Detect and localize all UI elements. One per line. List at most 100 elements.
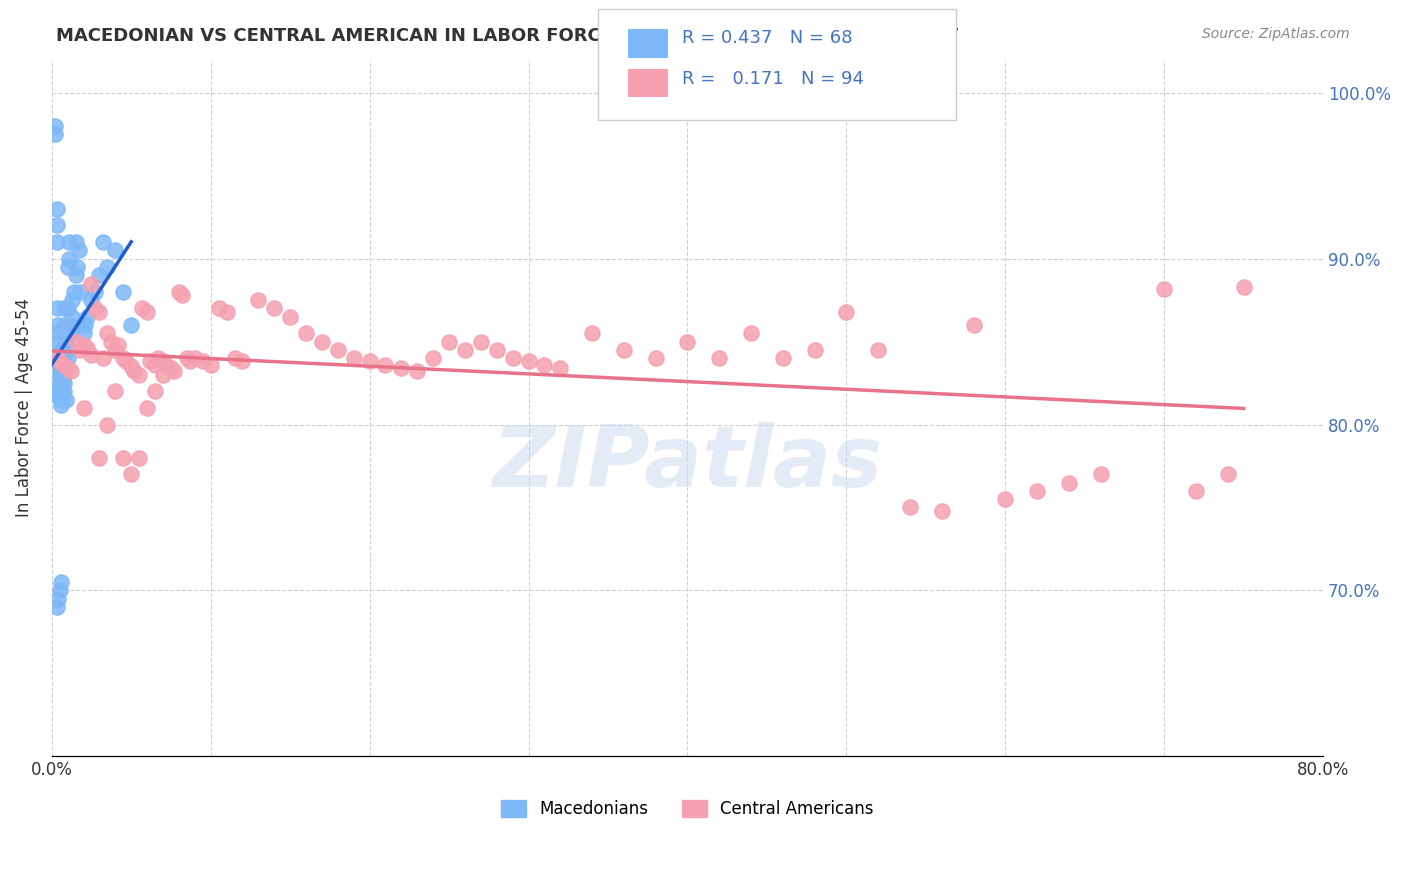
Point [59,326,82,341]
Point [179,354,201,368]
Point [136,304,159,318]
Point [160,361,183,376]
Point [67,244,90,258]
Point [931,504,953,518]
Point [128,450,150,465]
Point [115,354,138,368]
Point [136,401,159,415]
Point [962,318,984,332]
Point [581,326,603,341]
Point [76,341,98,355]
Point [120,467,142,482]
Point [1090,467,1112,482]
Point [406,364,429,378]
Point [51,387,73,401]
Point [517,354,540,368]
Point [803,343,825,357]
Point [53,376,76,390]
Point [65,268,87,283]
Point [224,351,246,366]
Point [176,351,198,366]
Point [56,301,79,316]
Point [485,343,508,357]
Point [1233,280,1256,294]
Point [231,354,253,368]
Point [96,326,118,341]
Point [326,343,349,357]
Point [51,398,73,412]
Point [207,301,229,316]
Point [55,334,77,349]
Point [55,392,77,407]
Point [170,288,193,302]
Point [502,351,524,366]
Point [89,450,111,465]
Point [112,351,135,366]
Point [46,591,69,606]
Point [53,318,76,332]
Point [215,304,238,318]
Point [994,492,1017,507]
Point [46,334,69,349]
Point [51,343,73,357]
Point [56,343,79,357]
Point [48,583,70,598]
Point [124,364,146,378]
Point [69,285,91,299]
Point [48,368,70,382]
Point [45,599,67,614]
Point [48,371,70,385]
Point [613,343,636,357]
Point [53,384,76,399]
Point [104,384,127,399]
Point [58,235,80,249]
Point [131,301,153,316]
Point [66,260,89,274]
Point [83,285,105,299]
Point [740,326,762,341]
Point [56,260,79,274]
Point [868,343,890,357]
Point [51,392,73,407]
Point [91,351,114,366]
Point [898,500,921,515]
Point [155,358,177,372]
Point [46,326,69,341]
Y-axis label: In Labor Force | Age 45-54: In Labor Force | Age 45-54 [15,299,32,517]
Point [112,450,135,465]
Point [52,368,75,382]
Point [96,260,118,274]
Point [42,384,65,399]
Point [359,354,381,368]
Point [644,351,666,366]
Point [139,354,162,368]
Point [1026,483,1049,498]
Point [48,381,70,395]
Point [278,310,301,324]
Point [48,364,70,378]
Point [59,318,82,332]
Legend: Macedonians, Central Americans: Macedonians, Central Americans [495,793,880,824]
Point [120,359,142,374]
Point [45,202,67,216]
Text: R = 0.437   N = 68: R = 0.437 N = 68 [682,29,852,47]
Point [44,387,66,401]
Point [470,334,492,349]
Point [51,384,73,399]
Point [772,351,794,366]
Point [62,310,84,324]
Point [311,334,333,349]
Point [143,384,166,399]
Point [184,351,207,366]
Point [65,334,87,349]
Point [80,277,103,291]
Point [143,358,166,372]
Point [56,351,79,366]
Point [72,338,94,352]
Point [65,235,87,249]
Point [46,351,69,366]
Point [80,348,103,362]
Point [70,318,93,332]
Point [389,361,412,376]
Point [58,252,80,266]
